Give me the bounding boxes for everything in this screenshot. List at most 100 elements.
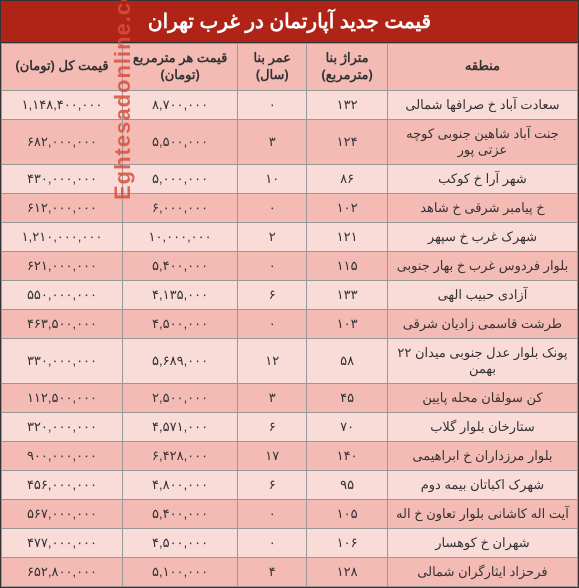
cell-area: ۸۶ (307, 164, 388, 193)
cell-total: ۴۵۶,۰۰۰,۰۰۰ (2, 470, 123, 499)
cell-age: ۶ (238, 280, 307, 309)
cell-region: شهران خ کوهسار (387, 528, 577, 557)
cell-age: ۶ (238, 470, 307, 499)
cell-region: بلوار مرزداران خ ابراهیمی (387, 441, 577, 470)
cell-age: ۰ (238, 528, 307, 557)
cell-ppm: ۴,۵۰۰,۰۰۰ (123, 309, 238, 338)
cell-age: ۳ (238, 383, 307, 412)
cell-region: ستارخان بلوار گلاب (387, 412, 577, 441)
header-total: قیمت کل (تومان) (2, 44, 123, 91)
cell-age: ۰ (238, 90, 307, 119)
cell-ppm: ۵,۱۰۰,۰۰۰ (123, 557, 238, 586)
cell-total: ۳۳۰,۰۰۰,۰۰۰ (2, 338, 123, 383)
cell-total: ۴۶۳,۵۰۰,۰۰۰ (2, 309, 123, 338)
cell-total: ۱,۲۱۰,۰۰۰,۰۰۰ (2, 222, 123, 251)
cell-region: بلوار فردوس غرب خ بهار جنوبی (387, 251, 577, 280)
cell-age: ۰ (238, 251, 307, 280)
cell-age: ۱۷ (238, 441, 307, 470)
cell-area: ۱۰۶ (307, 528, 388, 557)
table-row: فرحزاد ایثارگران شمالی۱۲۸۴۵,۱۰۰,۰۰۰۶۵۲,۸… (2, 557, 578, 586)
cell-age: ۱۰ (238, 164, 307, 193)
cell-region: کن سولقان محله پایین (387, 383, 577, 412)
cell-area: ۱۳۲ (307, 90, 388, 119)
table-row: سعادت آباد خ صرافها شمالی۱۳۲۰۸,۷۰۰,۰۰۰۱,… (2, 90, 578, 119)
table-row: کن سولقان محله پایین۴۵۳۲,۵۰۰,۰۰۰۱۱۲,۵۰۰,… (2, 383, 578, 412)
cell-total: ۵۶۷,۰۰۰,۰۰۰ (2, 499, 123, 528)
cell-region: پونک بلوار عدل جنوبی میدان ۲۲ بهمن (387, 338, 577, 383)
cell-age: ۰ (238, 193, 307, 222)
table-row: شهران خ کوهسار۱۰۶۰۴,۵۰۰,۰۰۰۴۷۷,۰۰۰,۰۰۰ (2, 528, 578, 557)
cell-total: ۴۷۷,۰۰۰,۰۰۰ (2, 528, 123, 557)
cell-total: ۶۸۲,۰۰۰,۰۰۰ (2, 119, 123, 164)
table-row: شهر آرا خ کوکب۸۶۱۰۵,۰۰۰,۰۰۰۴۳۰,۰۰۰,۰۰۰ (2, 164, 578, 193)
cell-region: خ پیامبر شرقی خ شاهد (387, 193, 577, 222)
cell-area: ۴۵ (307, 383, 388, 412)
cell-ppm: ۵,۴۰۰,۰۰۰ (123, 499, 238, 528)
cell-age: ۴ (238, 557, 307, 586)
table-row: بلوار فردوس غرب خ بهار جنوبی۱۱۵۰۵,۴۰۰,۰۰… (2, 251, 578, 280)
header-area: متراژ بنا (مترمربع) (307, 44, 388, 91)
cell-total: ۶۲۱,۰۰۰,۰۰۰ (2, 251, 123, 280)
cell-area: ۱۳۳ (307, 280, 388, 309)
cell-age: ۳ (238, 119, 307, 164)
table-row: ستارخان بلوار گلاب۷۰۶۴,۵۷۱,۰۰۰۳۲۰,۰۰۰,۰۰… (2, 412, 578, 441)
cell-area: ۵۸ (307, 338, 388, 383)
cell-age: ۲ (238, 222, 307, 251)
cell-area: ۱۰۲ (307, 193, 388, 222)
cell-total: ۵۵۰,۰۰۰,۰۰۰ (2, 280, 123, 309)
cell-total: ۶۵۲,۸۰۰,۰۰۰ (2, 557, 123, 586)
cell-region: سعادت آباد خ صرافها شمالی (387, 90, 577, 119)
cell-total: ۳۲۰,۰۰۰,۰۰۰ (2, 412, 123, 441)
table-body: سعادت آباد خ صرافها شمالی۱۳۲۰۸,۷۰۰,۰۰۰۱,… (2, 90, 578, 586)
cell-ppm: ۵,۶۸۹,۰۰۰ (123, 338, 238, 383)
cell-total: ۱۱۲,۵۰۰,۰۰۰ (2, 383, 123, 412)
cell-area: ۱۰۵ (307, 499, 388, 528)
cell-area: ۹۵ (307, 470, 388, 499)
cell-total: ۶۱۲,۰۰۰,۰۰۰ (2, 193, 123, 222)
table-row: خ پیامبر شرقی خ شاهد۱۰۲۰۶,۰۰۰,۰۰۰۶۱۲,۰۰۰… (2, 193, 578, 222)
table-row: جنت آباد شاهین جنوبی کوچه عزتی پور۱۲۴۳۵,… (2, 119, 578, 164)
cell-region: آیت اله کاشانی بلوار تعاون خ اله (387, 499, 577, 528)
cell-total: ۴۳۰,۰۰۰,۰۰۰ (2, 164, 123, 193)
cell-region: طرشت قاسمی زادیان شرقی (387, 309, 577, 338)
cell-ppm: ۴,۵۷۱,۰۰۰ (123, 412, 238, 441)
header-row: منطقه متراژ بنا (مترمربع) عمر بنا (سال) … (2, 44, 578, 91)
cell-ppm: ۶,۰۰۰,۰۰۰ (123, 193, 238, 222)
cell-region: فرحزاد ایثارگران شمالی (387, 557, 577, 586)
cell-ppm: ۴,۵۰۰,۰۰۰ (123, 528, 238, 557)
cell-age: ۱۲ (238, 338, 307, 383)
cell-area: ۱۲۱ (307, 222, 388, 251)
cell-ppm: ۲,۵۰۰,۰۰۰ (123, 383, 238, 412)
cell-region: آزادی حبیب الهی (387, 280, 577, 309)
cell-ppm: ۵,۰۰۰,۰۰۰ (123, 164, 238, 193)
table-row: آزادی حبیب الهی۱۳۳۶۴,۱۳۵,۰۰۰۵۵۰,۰۰۰,۰۰۰ (2, 280, 578, 309)
table-row: پونک بلوار عدل جنوبی میدان ۲۲ بهمن۵۸۱۲۵,… (2, 338, 578, 383)
cell-ppm: ۶,۴۲۸,۰۰۰ (123, 441, 238, 470)
table-row: شهرک غرب خ سپهر۱۲۱۲۱۰,۰۰۰,۰۰۰۱,۲۱۰,۰۰۰,۰… (2, 222, 578, 251)
cell-region: شهرک اکباتان بیمه دوم (387, 470, 577, 499)
table-row: شهرک اکباتان بیمه دوم۹۵۶۴,۸۰۰,۰۰۰۴۵۶,۰۰۰… (2, 470, 578, 499)
table-title: قیمت جدید آپارتمان در غرب تهران (1, 1, 578, 43)
cell-ppm: ۸,۷۰۰,۰۰۰ (123, 90, 238, 119)
table-row: طرشت قاسمی زادیان شرقی۱۰۳۰۴,۵۰۰,۰۰۰۴۶۳,۵… (2, 309, 578, 338)
cell-area: ۱۱۵ (307, 251, 388, 280)
cell-total: ۹۰۰,۰۰۰,۰۰۰ (2, 441, 123, 470)
cell-area: ۱۰۳ (307, 309, 388, 338)
cell-region: شهر آرا خ کوکب (387, 164, 577, 193)
cell-region: شهرک غرب خ سپهر (387, 222, 577, 251)
cell-ppm: ۵,۴۰۰,۰۰۰ (123, 251, 238, 280)
price-table-container: قیمت جدید آپارتمان در غرب تهران منطقه مت… (0, 0, 579, 588)
table-row: بلوار مرزداران خ ابراهیمی۱۴۰۱۷۶,۴۲۸,۰۰۰۹… (2, 441, 578, 470)
cell-area: ۱۴۰ (307, 441, 388, 470)
cell-area: ۷۰ (307, 412, 388, 441)
header-ppm: قیمت هر مترمربع (تومان) (123, 44, 238, 91)
price-table: منطقه متراژ بنا (مترمربع) عمر بنا (سال) … (1, 43, 578, 587)
cell-area: ۱۲۴ (307, 119, 388, 164)
cell-age: ۰ (238, 499, 307, 528)
cell-ppm: ۵,۵۰۰,۰۰۰ (123, 119, 238, 164)
header-region: منطقه (387, 44, 577, 91)
header-age: عمر بنا (سال) (238, 44, 307, 91)
cell-region: جنت آباد شاهین جنوبی کوچه عزتی پور (387, 119, 577, 164)
cell-area: ۱۲۸ (307, 557, 388, 586)
cell-total: ۱,۱۴۸,۴۰۰,۰۰۰ (2, 90, 123, 119)
